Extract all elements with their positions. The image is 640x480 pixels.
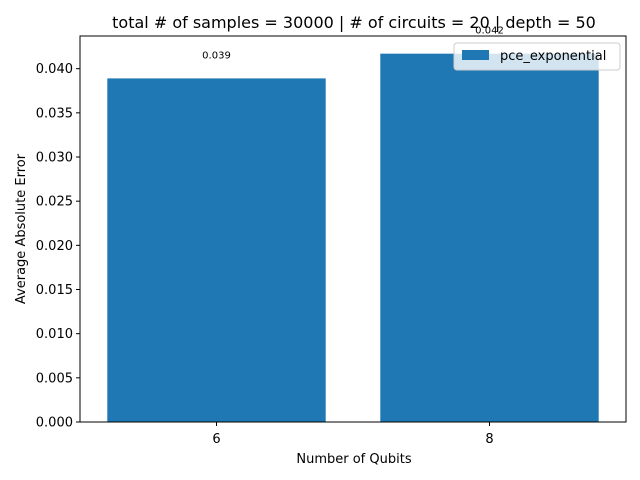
y-axis-label: Average Absolute Error <box>14 153 29 304</box>
legend-entry-pce-exponential: pce_exponential <box>500 49 606 64</box>
x-tick-label-6: 6 <box>212 432 220 447</box>
y-axis-ticks: 0.000 0.005 0.010 0.015 0.020 0.025 0.030 0.035… <box>36 62 80 431</box>
chart-title: total # of samples = 30000 | # of circui… <box>112 13 596 32</box>
y-tick-label-6: 0.030 <box>36 151 73 166</box>
bar-labels-layer: 0.039 0.042 <box>202 26 504 62</box>
y-tick-label-3: 0.015 <box>36 283 73 298</box>
x-axis-label: Number of Qubits <box>296 452 411 467</box>
bars-layer <box>107 53 599 423</box>
y-tick-label-2: 0.010 <box>36 327 73 342</box>
y-tick-label-1: 0.005 <box>36 371 73 386</box>
bar-8-qubits <box>380 53 599 423</box>
bar-value-label-8: 0.042 <box>475 26 504 37</box>
bar-value-label-6: 0.039 <box>202 50 231 61</box>
legend-box <box>453 42 621 71</box>
legend: pce_exponential <box>453 42 621 71</box>
y-tick-label-4: 0.020 <box>36 239 73 254</box>
legend-swatch-pce-exponential <box>462 50 489 60</box>
y-tick-label-7: 0.035 <box>36 106 73 121</box>
y-tick-label-0: 0.000 <box>36 416 73 431</box>
y-tick-label-8: 0.040 <box>36 62 73 77</box>
bar-6-qubits <box>107 78 326 423</box>
plot-frame <box>79 35 627 423</box>
y-tick-label-5: 0.025 <box>36 195 73 210</box>
x-tick-label-8: 8 <box>485 432 493 447</box>
